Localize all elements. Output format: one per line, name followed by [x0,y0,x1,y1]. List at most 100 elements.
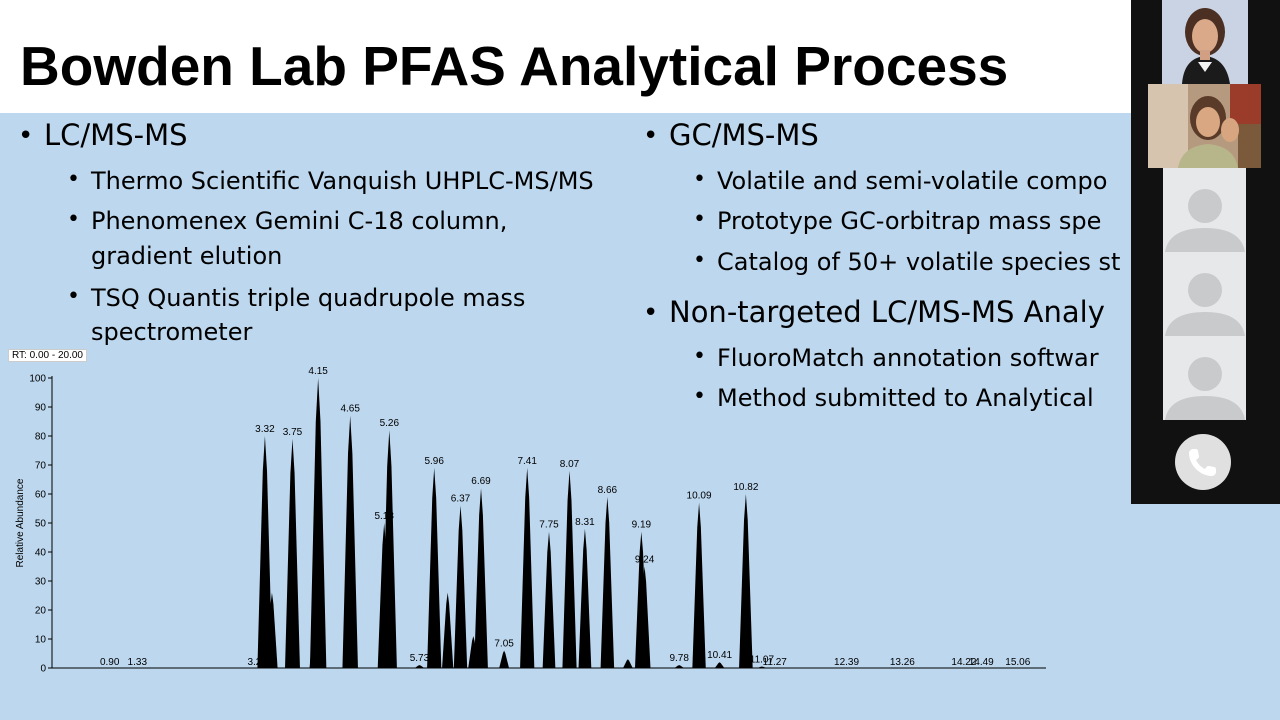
right-heading-1: GC/MS-MS [669,118,819,152]
user-placeholder-icon [1165,273,1245,336]
y-axis-label: Relative Abundance [15,478,26,567]
peak-label: 10.41 [707,650,732,661]
peak [474,488,488,668]
left-item: Phenomenex Gemini C-18 column, [91,207,508,235]
baseline-peak-label: 11.27 [763,657,788,668]
bullet-icon: • [643,298,659,328]
y-tick-label: 20 [35,606,47,617]
y-tick-label: 0 [40,664,46,675]
peak [674,665,684,668]
participant-video-4[interactable] [1163,252,1246,336]
y-tick-label: 30 [35,577,47,588]
slide-title: Bowden Lab PFAS Analytical Process [20,35,1009,97]
peak [638,566,651,668]
baseline-peak-label: 14.22 [951,657,976,668]
peak [453,505,468,668]
peak [714,662,725,668]
y-tick-label: 80 [35,432,47,443]
peak [600,496,615,668]
baseline-peak-label: 15.06 [1005,657,1030,668]
right-heading-2: Non-targeted LC/MS-MS Analy [669,295,1105,329]
peak-label: 6.37 [451,494,471,505]
participant-avatar-icon [1162,0,1248,84]
bullet-icon: • [693,384,706,409]
baseline-peak-label: 13.26 [890,657,915,668]
peak-label: 3.75 [283,427,303,438]
peak [266,592,278,668]
peak [757,666,767,668]
bullet-icon: • [693,207,706,232]
peak-label: 5.73 [410,653,430,664]
y-tick-label: 90 [35,403,47,414]
y-tick-label: 10 [35,635,47,646]
peak [442,592,454,668]
right-item: FluoroMatch annotation softwar [717,344,1099,372]
participant-video-5[interactable] [1163,336,1246,420]
rt-range-label: RT: 0.00 - 20.00 [8,349,87,362]
baseline-peak-label: 12.39 [834,657,859,668]
right-item: Prototype GC-orbitrap mass spe [717,207,1102,235]
baseline-peak-label: 0.90 [100,657,120,668]
peak-label: 9.24 [635,555,655,566]
participant-video-1[interactable] [1162,0,1248,84]
right-item: Volatile and semi-volatile compo [717,167,1108,195]
bullet-icon: • [67,284,80,309]
title-band [0,0,1280,113]
participant-video-2[interactable] [1148,84,1261,168]
bullet-icon: • [693,167,706,192]
peak-label: 7.75 [539,520,559,531]
peak [381,430,397,668]
peak [499,650,510,668]
peak [623,659,633,668]
peak-label: 4.15 [308,366,328,377]
bullet-icon: • [67,207,80,232]
baseline-peak-label: 14.49 [969,657,994,668]
y-tick-label: 70 [35,461,47,472]
peak [520,467,535,668]
peak-label: 7.41 [517,456,537,467]
peak [342,415,358,668]
bullet-icon: • [693,248,706,273]
left-item: TSQ Quantis triple quadrupole mass [91,284,526,312]
peak [309,612,321,668]
participant-video-3[interactable] [1163,168,1246,252]
y-tick-label: 50 [35,519,47,530]
peak [562,470,577,668]
peak-label: 8.07 [560,459,580,470]
peak-label: 7.05 [494,639,514,650]
phone-icon [1189,449,1216,476]
left-item: spectrometer [91,318,253,346]
left-item: gradient elution [91,242,283,270]
baseline-peak-label: 1.33 [128,657,148,668]
peak-label: 8.66 [598,485,618,496]
y-tick-label: 60 [35,490,47,501]
peak-label: 9.19 [632,520,652,531]
peak-label: 6.69 [471,476,491,487]
bullet-icon: • [18,121,34,151]
bullet-icon: • [643,121,659,151]
user-placeholder-icon [1165,189,1245,252]
call-button[interactable] [1175,434,1231,490]
y-tick-label: 40 [35,548,47,559]
peak-label: 9.78 [669,653,689,664]
participant-avatar-icon [1148,84,1261,168]
bullet-icon: • [693,344,706,369]
left-heading: LC/MS-MS [44,118,188,152]
peak-label: 5.26 [380,418,400,429]
peak [309,378,327,668]
left-item: Thermo Scientific Vanquish UHPLC-MS/MS [91,167,594,195]
peak [542,531,556,668]
peak [427,467,442,668]
bullet-icon: • [67,167,80,192]
peak-label: 10.82 [733,482,758,493]
baseline-peak-label: 3.20 [247,657,267,668]
peak-label: 5.18 [374,511,394,522]
peak-label: 11.07 [750,655,775,666]
peak [692,502,706,668]
peak [578,528,592,668]
peak-label: 3.32 [255,424,275,435]
right-item: Catalog of 50+ volatile species st [717,248,1121,276]
peak [257,436,273,668]
peak-label: 4.65 [340,404,360,415]
